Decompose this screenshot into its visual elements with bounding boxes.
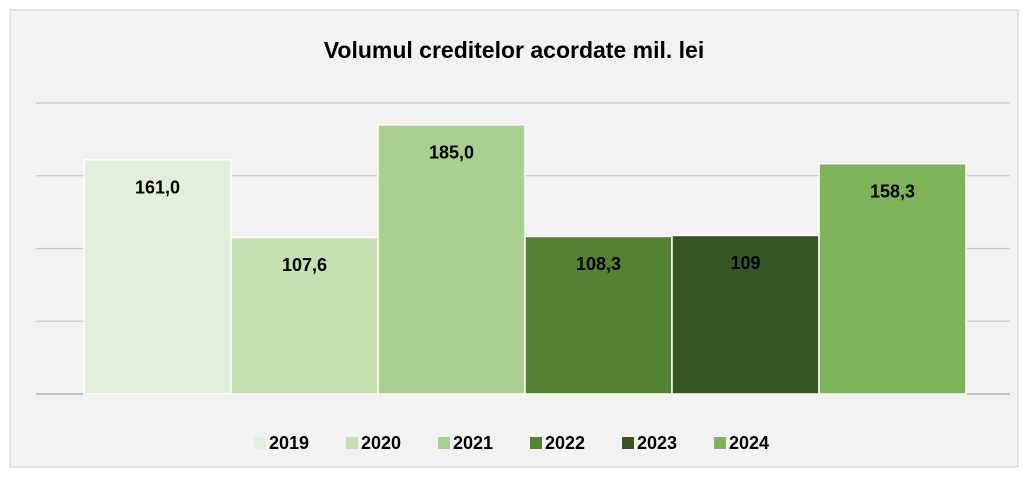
legend-swatch xyxy=(254,437,266,449)
legend-swatch xyxy=(714,437,726,449)
legend-swatch xyxy=(622,437,634,449)
bar xyxy=(671,234,820,395)
data-label: 107,6 xyxy=(282,255,327,275)
legend-label: 2022 xyxy=(545,433,585,453)
bar xyxy=(377,124,526,395)
legend-swatch xyxy=(530,437,542,449)
legend-label: 2020 xyxy=(361,433,401,453)
legend-label: 2019 xyxy=(269,433,309,453)
legend-label: 2021 xyxy=(453,433,493,453)
bar xyxy=(818,162,967,395)
data-label: 185,0 xyxy=(429,143,474,163)
bar xyxy=(524,235,673,395)
data-label: 109 xyxy=(730,253,760,273)
bar xyxy=(83,158,232,395)
data-label: 161,0 xyxy=(135,177,180,197)
legend-swatch xyxy=(438,437,450,449)
bar xyxy=(230,236,379,395)
chart-title: Volumul creditelor acordate mil. lei xyxy=(324,37,704,63)
data-label: 108,3 xyxy=(576,254,621,274)
legend-label: 2023 xyxy=(637,433,677,453)
data-label: 158,3 xyxy=(870,181,915,201)
legend-label: 2024 xyxy=(729,433,769,453)
legend-swatch xyxy=(346,437,358,449)
